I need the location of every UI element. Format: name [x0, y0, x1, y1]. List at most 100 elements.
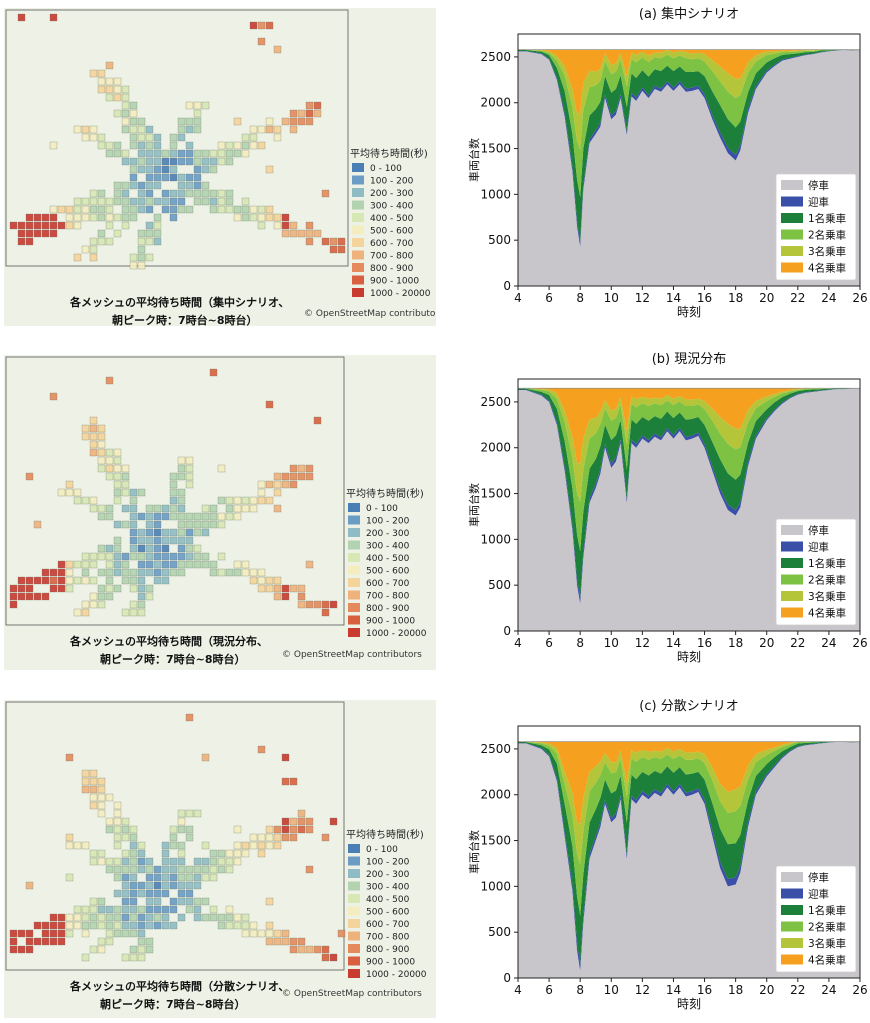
mesh-cell	[33, 937, 42, 946]
area-series	[518, 388, 860, 598]
mesh-cell	[73, 205, 82, 214]
mesh-cell	[57, 921, 66, 930]
legend-swatch	[348, 503, 360, 512]
mesh-cell	[41, 229, 50, 238]
mesh-cell	[81, 576, 90, 585]
mesh-map-a: 平均待ち時間(秒) 0 - 100 100 - 200 200 - 300 300 -…	[4, 8, 436, 326]
mesh-cell	[97, 793, 106, 802]
mesh-cell	[225, 913, 234, 922]
mesh-cell	[9, 600, 18, 609]
mesh-cell	[129, 576, 138, 585]
x-tick-label: 20	[759, 983, 774, 997]
legend-swatch	[352, 275, 364, 285]
mesh-cell	[137, 584, 146, 593]
legend-swatch	[348, 881, 360, 891]
mesh-cell	[289, 584, 298, 593]
legend-label: 200 - 300	[366, 870, 410, 880]
mesh-cell	[81, 769, 90, 778]
mesh-cell	[265, 833, 274, 842]
mesh-cell	[97, 141, 106, 150]
mesh-cell	[145, 229, 154, 238]
mesh-cell	[145, 945, 154, 954]
mesh-cell	[201, 157, 210, 166]
mesh-cell	[241, 841, 250, 850]
mesh-cell	[129, 109, 138, 118]
mesh-cell	[113, 825, 122, 834]
chart-legend-label: 4名乗車	[808, 262, 846, 275]
mesh-cell	[49, 921, 58, 930]
mesh-cell	[137, 608, 146, 617]
mesh-cell	[57, 221, 66, 230]
mesh-cell	[97, 777, 106, 786]
mesh-cell	[41, 929, 50, 938]
chart-legend-swatch	[781, 574, 803, 585]
mesh-cell	[225, 504, 234, 513]
y-axis-label: 車両台数	[467, 830, 481, 874]
mesh-cell	[257, 480, 266, 489]
mesh-cell	[73, 560, 82, 569]
mesh-cell	[233, 841, 242, 850]
mesh-cell	[9, 221, 18, 230]
mesh-cell	[41, 592, 50, 601]
legend-label: 0 - 100	[370, 164, 402, 174]
mesh-cell	[121, 889, 130, 898]
mesh-cell	[145, 181, 154, 190]
mesh-cell	[201, 149, 210, 158]
mesh-cell	[137, 189, 146, 198]
plot-frame	[517, 33, 861, 287]
legend-swatch	[348, 578, 360, 587]
mesh-cell	[97, 77, 106, 86]
mesh-cell	[185, 141, 194, 150]
x-tick-label: 22	[790, 291, 805, 305]
mesh-cell	[209, 504, 218, 513]
mesh-cell	[273, 133, 282, 142]
chart-legend-swatch	[781, 888, 803, 899]
mesh-cell	[105, 793, 114, 802]
mesh-cell	[265, 213, 274, 222]
mesh-cell	[177, 817, 186, 826]
mesh-cell	[273, 833, 282, 842]
mesh-cell	[137, 229, 146, 238]
area-series	[518, 741, 860, 916]
mesh-cell	[145, 504, 154, 513]
mesh-cell	[241, 929, 250, 938]
mesh-cell	[129, 504, 138, 513]
mesh-cell	[153, 133, 162, 142]
mesh-cell	[321, 189, 330, 198]
mesh-cell	[137, 149, 146, 158]
mesh-cell	[161, 149, 170, 158]
x-axis-label: 時刻	[677, 305, 701, 319]
mesh-cell	[137, 945, 146, 954]
mesh-cell	[161, 857, 170, 866]
mesh-cell	[169, 568, 178, 577]
mesh-cell	[161, 544, 170, 553]
mesh-cell	[137, 528, 146, 537]
mesh-cell	[137, 125, 146, 134]
mesh-cell	[321, 237, 330, 246]
mesh-cell	[225, 905, 234, 914]
x-tick-label: 26	[852, 636, 867, 650]
y-axis-label: 車両台数	[467, 138, 481, 182]
x-tick-label: 26	[852, 983, 867, 997]
mesh-cell	[209, 857, 218, 866]
mesh-cell	[329, 953, 338, 962]
mesh-cell	[121, 833, 130, 842]
mesh-cell	[81, 953, 90, 962]
mesh-cell	[289, 464, 298, 473]
mesh-cell	[153, 913, 162, 922]
mesh-cell	[137, 253, 146, 262]
chart-legend-label: 3名乗車	[808, 937, 846, 950]
mesh-cell	[217, 857, 226, 866]
mesh-cell	[297, 600, 306, 609]
mesh-cell	[145, 865, 154, 874]
mesh-cell	[305, 825, 314, 834]
mesh-cell	[201, 560, 210, 569]
mesh-cell	[177, 520, 186, 529]
mesh-cell	[177, 456, 186, 465]
legend-swatch	[348, 906, 360, 916]
mesh-cell	[153, 921, 162, 930]
mesh-grid	[9, 713, 346, 962]
mesh-cell	[137, 600, 146, 609]
mesh-cell	[129, 101, 138, 110]
mesh-cell	[113, 109, 122, 118]
